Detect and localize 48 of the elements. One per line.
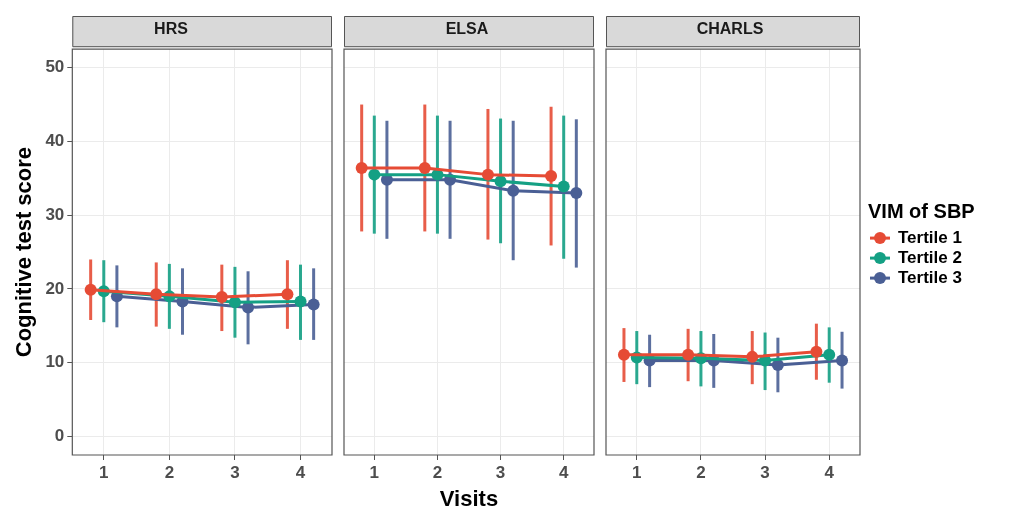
x-tick-label: 3 — [230, 462, 240, 482]
point — [836, 354, 849, 367]
point — [368, 168, 381, 181]
y-tick-label: 20 — [45, 278, 65, 298]
point — [215, 291, 228, 304]
point — [557, 180, 570, 193]
point — [150, 288, 163, 301]
x-tick-label: 4 — [824, 462, 835, 482]
point — [294, 295, 307, 308]
point — [307, 298, 320, 311]
x-tick-label: 2 — [432, 462, 443, 482]
point — [570, 187, 583, 200]
point — [355, 161, 368, 174]
x-tick-label: 1 — [99, 462, 109, 482]
point — [494, 175, 507, 188]
legend-label: Tertile 2 — [898, 247, 962, 267]
y-tick-label: 40 — [45, 131, 65, 151]
y-axis-title: Cognitive test score — [11, 146, 37, 358]
point — [617, 348, 630, 361]
point — [281, 288, 294, 301]
point — [481, 168, 494, 181]
y-tick-label: 0 — [54, 426, 65, 446]
legend-label: Tertile 3 — [898, 267, 962, 287]
point — [84, 283, 97, 296]
point — [507, 184, 520, 197]
x-tick-label: 4 — [295, 462, 306, 482]
y-tick-label: 50 — [45, 57, 65, 77]
point — [545, 170, 558, 183]
chart-title: CHARLS — [696, 20, 764, 38]
x-axis-title: Visits — [439, 485, 499, 511]
y-tick-label: 30 — [45, 204, 65, 224]
x-tick-label: 3 — [760, 462, 770, 482]
point — [682, 348, 695, 361]
point — [418, 161, 431, 174]
chart-title: ELSA — [445, 20, 489, 38]
x-tick-label: 2 — [164, 462, 175, 482]
legend-label: Tertile 1 — [898, 227, 962, 247]
x-tick-label: 1 — [632, 462, 642, 482]
chart-title: HRS — [154, 20, 189, 38]
y-tick-label: 10 — [45, 352, 65, 372]
legend-title: VIM of SBP — [868, 199, 975, 222]
x-tick-label: 4 — [558, 462, 569, 482]
point — [810, 345, 823, 358]
x-tick-label: 1 — [369, 462, 380, 482]
x-tick-label: 2 — [696, 462, 706, 482]
point — [823, 348, 836, 361]
point — [746, 350, 759, 363]
x-tick-label: 3 — [495, 462, 506, 482]
